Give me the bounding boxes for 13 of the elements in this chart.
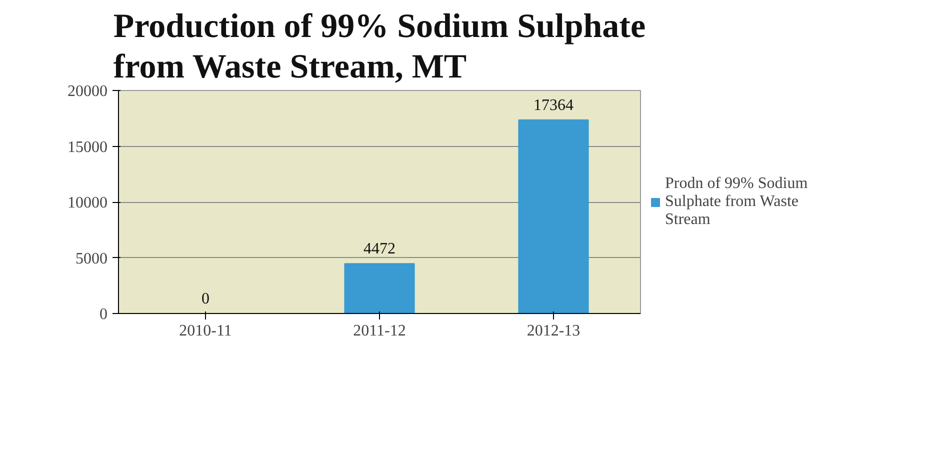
data-label: 0 bbox=[202, 290, 210, 308]
x-tick-label: 2011-12 bbox=[353, 322, 406, 340]
y-tick-label: 5000 bbox=[76, 250, 108, 268]
legend-label: Prodn of 99% Sodium Sulphate from Waste Stream bbox=[665, 174, 808, 228]
data-label: 4472 bbox=[364, 240, 396, 258]
y-tick-label: 20000 bbox=[68, 83, 108, 100]
y-tick-label: 15000 bbox=[68, 138, 108, 156]
data-label: 17364 bbox=[534, 96, 574, 114]
x-tick-label: 2012-13 bbox=[526, 322, 580, 340]
chart-title: Production of 99% Sodium Sulphate from Waste Stream, MT bbox=[113, 8, 646, 86]
y-tick-label: 10000 bbox=[68, 194, 108, 212]
y-tick-label: 0 bbox=[100, 306, 108, 323]
x-tick-label: 2010-11 bbox=[179, 322, 232, 340]
